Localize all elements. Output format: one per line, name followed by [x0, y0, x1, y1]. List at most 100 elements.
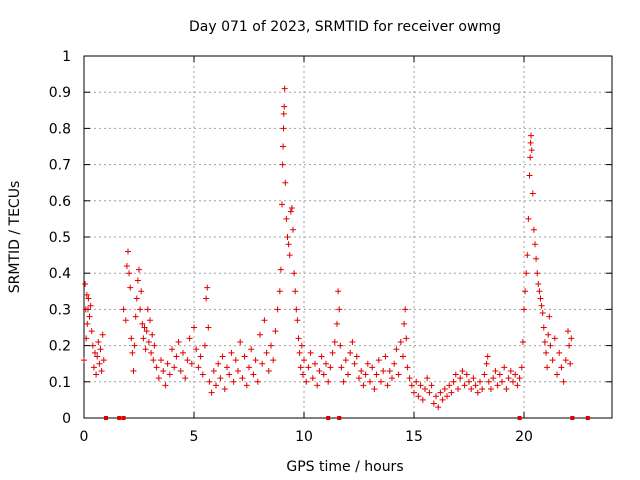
data-point [477, 378, 483, 385]
data-point [406, 375, 413, 382]
y-tick-label: 0.9 [49, 85, 71, 101]
x-tick-label: 15 [405, 429, 423, 445]
data-point [283, 215, 290, 222]
data-point [140, 335, 147, 342]
data-point [380, 367, 387, 374]
data-point [150, 357, 157, 364]
data-point [143, 328, 150, 335]
data-point [551, 335, 558, 342]
data-point [123, 262, 130, 269]
data-point [239, 375, 246, 382]
zero-point [337, 416, 342, 420]
data-point [173, 353, 180, 360]
data-point [162, 382, 169, 389]
y-tick-label: 0.5 [49, 230, 71, 246]
data-point [320, 371, 327, 378]
data-point [496, 371, 503, 378]
data-point [237, 338, 244, 345]
y-tick-labels: 0 0.1 0.2 0.3 0.4 0.5 0.6 0.7 0.8 0.9 1 [49, 49, 71, 427]
data-point [325, 378, 332, 385]
data-point [393, 346, 400, 353]
data-point [265, 367, 272, 374]
data-point [450, 378, 457, 385]
data-point [533, 255, 540, 262]
data-point [490, 375, 497, 382]
data-point [403, 335, 410, 342]
data-point [371, 386, 378, 393]
data-point [529, 190, 536, 197]
data-point [417, 382, 424, 389]
data-point [128, 335, 135, 342]
data-point [338, 364, 345, 371]
data-point [197, 353, 204, 360]
data-point [215, 360, 222, 367]
data-point [402, 306, 409, 313]
data-point [133, 295, 140, 302]
data-point [303, 378, 310, 385]
y-tick-label: 0.7 [49, 158, 71, 174]
data-point [544, 364, 551, 371]
data-point [342, 357, 349, 364]
x-tick-label: 5 [190, 429, 199, 445]
data-point [358, 367, 365, 374]
data-point [331, 338, 338, 345]
data-point [139, 320, 146, 327]
data-point [435, 404, 442, 411]
data-point [295, 335, 302, 342]
data-point [213, 382, 219, 389]
data-point [312, 360, 318, 367]
data-point [100, 357, 107, 364]
data-point [541, 338, 548, 345]
x-tick-label: 20 [515, 429, 533, 445]
data-point [540, 324, 547, 331]
data-point [276, 288, 283, 295]
data-point [411, 389, 417, 396]
data-point [88, 328, 95, 335]
data-point [158, 357, 164, 364]
data-point [277, 266, 284, 273]
data-point [444, 393, 450, 400]
data-point [519, 338, 526, 345]
data-point [199, 371, 206, 378]
data-point [455, 386, 461, 393]
data-point [307, 349, 314, 356]
zero-point [517, 416, 522, 420]
data-point [263, 349, 270, 356]
zero-point [585, 416, 590, 420]
data-point [261, 317, 268, 324]
data-point [142, 346, 149, 353]
data-point [180, 349, 186, 356]
data-point [369, 364, 376, 371]
data-point [254, 378, 261, 385]
data-point [177, 367, 184, 374]
data-point [549, 357, 556, 364]
data-point [144, 306, 151, 313]
data-point [457, 375, 464, 382]
data-point [98, 367, 105, 374]
data-point [210, 367, 217, 374]
data-point [288, 205, 295, 212]
data-point [364, 360, 371, 367]
y-tick-label: 0.8 [49, 121, 71, 137]
y-tick-label: 0.4 [49, 266, 71, 282]
data-point [351, 360, 358, 367]
data-point [479, 386, 486, 393]
data-point [472, 382, 479, 389]
data-point [136, 266, 142, 273]
data-point [470, 375, 477, 382]
x-tick-label: 0 [80, 429, 89, 445]
data-point [195, 364, 202, 371]
data-point [452, 371, 459, 378]
data-point [481, 371, 488, 378]
data-point [560, 378, 567, 385]
data-point [141, 324, 148, 331]
data-point [395, 371, 402, 378]
data-point [437, 389, 444, 396]
data-point [188, 360, 195, 367]
zero-point [570, 416, 575, 420]
data-point [134, 277, 141, 284]
data-point [206, 378, 213, 385]
data-point [337, 342, 344, 349]
data-point [347, 349, 354, 356]
